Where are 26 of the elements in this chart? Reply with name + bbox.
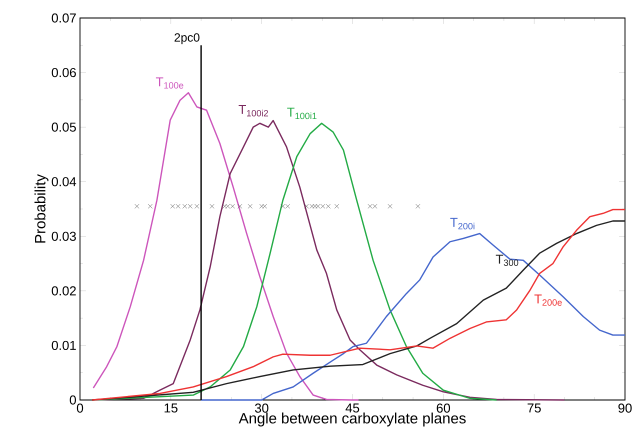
x-tick-label: 60 xyxy=(436,404,450,413)
series-label: T$_{200i}$ xyxy=(450,218,474,230)
x-axis-title: Angle between carboxylate planes xyxy=(238,412,466,426)
x-tick-label: 75 xyxy=(528,404,541,413)
y-tick-label: 0 xyxy=(70,395,76,405)
y-tick-label: 0.01 xyxy=(52,340,76,350)
y-tick-label: 0.03 xyxy=(52,232,76,241)
series-label: 2pc0 xyxy=(174,33,200,44)
x-tick-label: 45 xyxy=(346,404,360,413)
y-tick-label: 0.04 xyxy=(52,177,76,186)
y-tick-label: 0.07 xyxy=(52,13,76,23)
series-label: T$_{200e}$ xyxy=(534,294,562,306)
y-axis-title: Probability xyxy=(34,174,48,243)
line-series xyxy=(92,92,360,401)
line-series xyxy=(200,232,626,401)
series-label: T$_{100e}$ xyxy=(156,77,184,89)
x-tick-label: 90 xyxy=(618,404,632,413)
x-tick-label: 0 xyxy=(76,404,84,413)
series-label: T$_{100i1}$ xyxy=(287,108,316,120)
x-tick-label: 15 xyxy=(164,404,178,413)
series-label: T$_{300}$ xyxy=(496,254,518,266)
x-tick-label: 30 xyxy=(254,404,268,413)
y-tick-label: 0.05 xyxy=(52,122,76,132)
y-tick-label: 0.02 xyxy=(52,286,76,296)
y-tick-label: 0.06 xyxy=(52,68,76,78)
series-label: T$_{100i2}$ xyxy=(238,104,268,116)
